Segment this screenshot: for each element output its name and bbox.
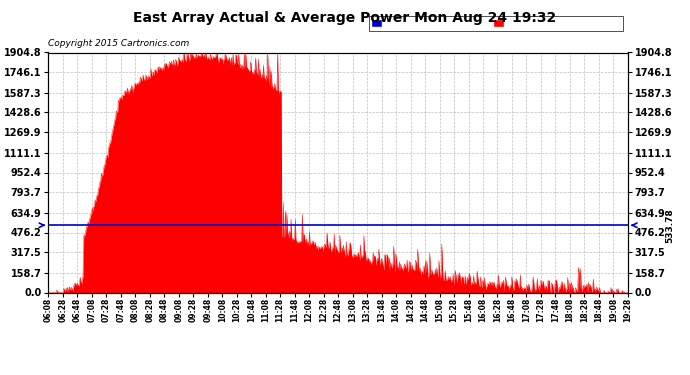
Text: East Array Actual & Average Power Mon Aug 24 19:32: East Array Actual & Average Power Mon Au… [133,11,557,25]
Text: 533.78: 533.78 [665,208,674,243]
Legend: Average  (DC Watts), East Array  (DC Watts): Average (DC Watts), East Array (DC Watts… [368,16,623,31]
Text: Copyright 2015 Cartronics.com: Copyright 2015 Cartronics.com [48,39,190,48]
